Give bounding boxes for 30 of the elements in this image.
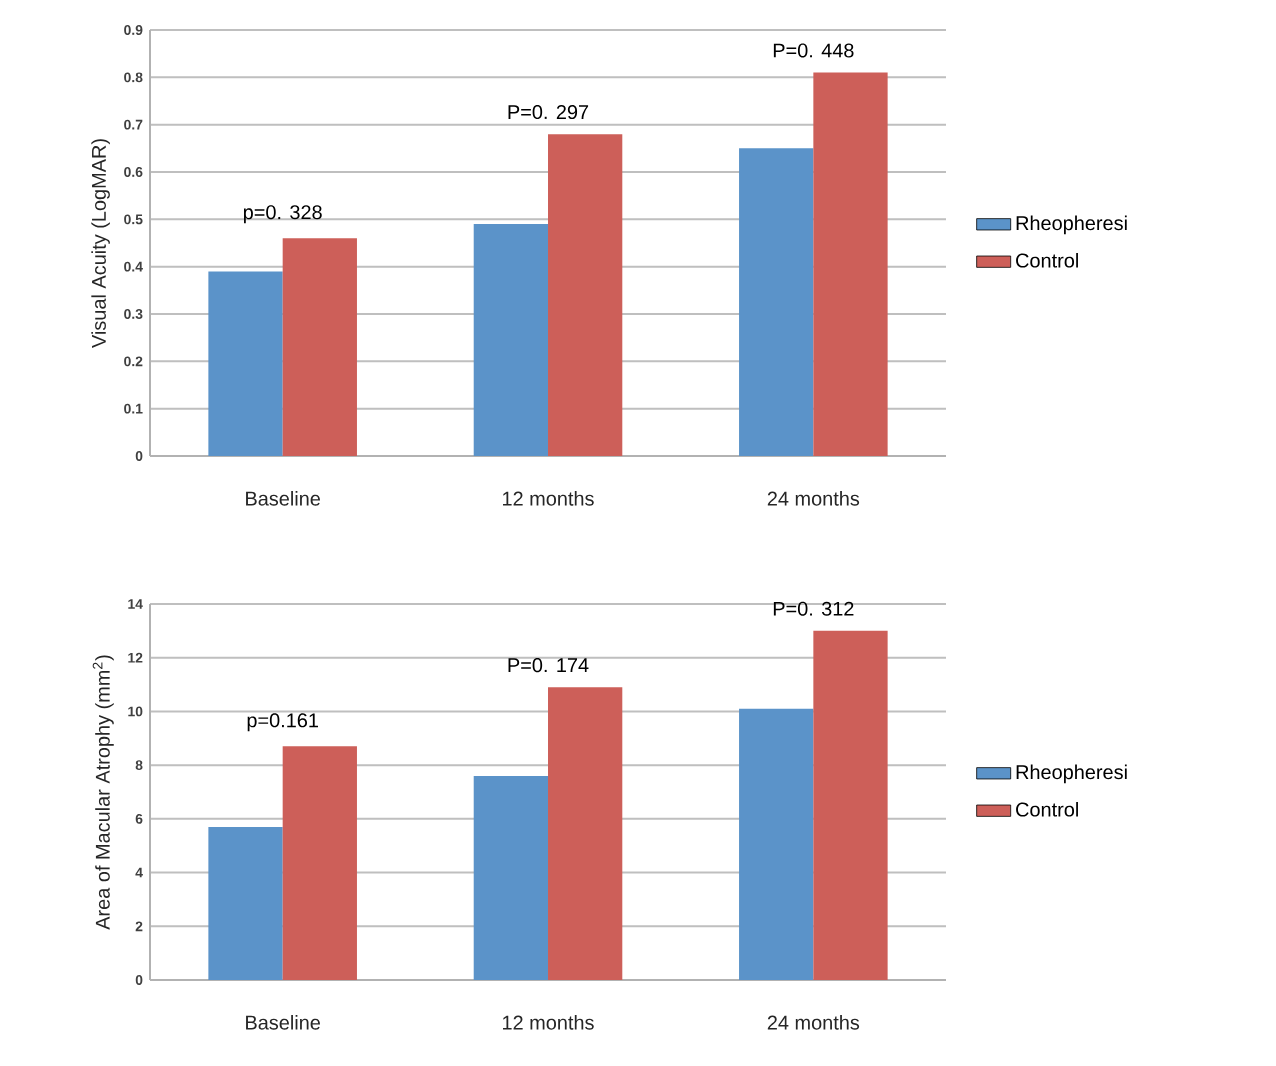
annotation: P=0. 312 (773, 601, 854, 616)
bar (739, 708, 814, 980)
x-tick-label: Baseline (246, 491, 320, 506)
bar (813, 72, 888, 456)
bar (813, 630, 888, 980)
y-axis-title: Area of Macular Atrophy (mm$^{2}$) (92, 655, 114, 930)
x-tick-label: Baseline (246, 1015, 320, 1030)
annotation: p=0.161 (247, 713, 318, 732)
legend-label: Control (1016, 252, 1078, 268)
legend-label: Rheopheresi (1016, 764, 1127, 784)
x-tick-label: 24 months (767, 491, 860, 506)
bar (473, 775, 549, 980)
bar (208, 826, 283, 980)
y-axis-title: Visual Acuity (LogMAR) (91, 139, 110, 348)
x-tick-label: 12 months (503, 1015, 594, 1030)
annotation: P=0. 174 (508, 658, 589, 673)
annotation: P=0. 297 (508, 104, 589, 120)
x-tick-label: 24 months (767, 1015, 860, 1030)
legend-label: Control (1016, 801, 1078, 817)
bar (548, 134, 623, 456)
legend-label: Rheopheresi (1016, 215, 1127, 235)
x-tick-label: 12 months (503, 491, 594, 506)
annotation: P=0. 448 (773, 43, 854, 58)
bar (282, 746, 357, 980)
bar (548, 687, 623, 980)
bar (473, 224, 549, 456)
bar (282, 238, 357, 456)
bar (208, 271, 283, 456)
bar (739, 148, 814, 456)
annotation: p=0. 328 (243, 205, 322, 224)
